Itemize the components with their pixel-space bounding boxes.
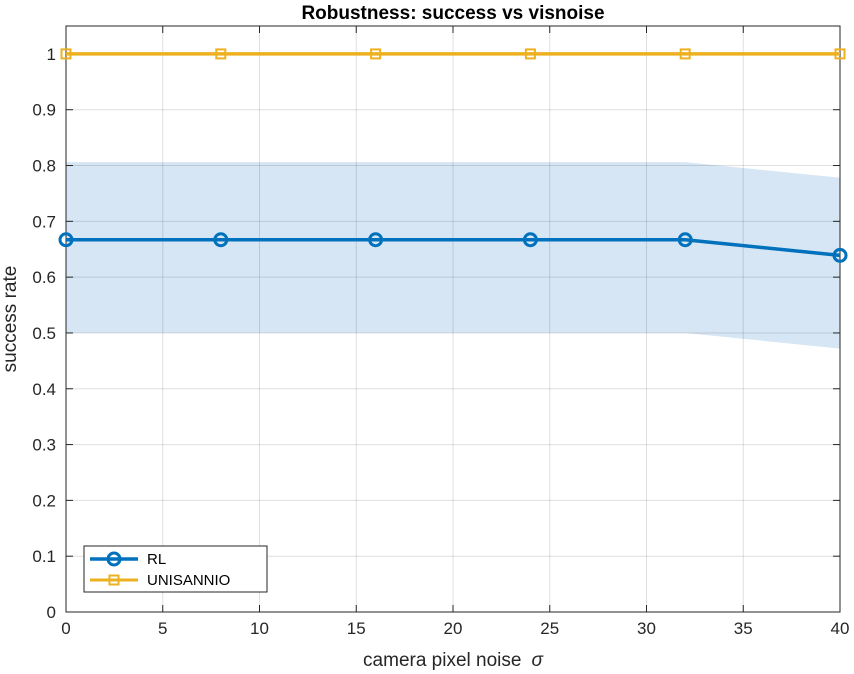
y-tick-label: 0.4 xyxy=(32,380,56,399)
series-layer xyxy=(58,48,848,263)
y-tick-label: 0.3 xyxy=(32,436,56,455)
data-point-rl xyxy=(832,247,848,263)
x-axis-label-text: camera pixel noise xyxy=(363,650,521,671)
y-tick-label: 0 xyxy=(47,603,56,622)
confidence-band-layer xyxy=(66,162,840,349)
y-tick-label: 0.7 xyxy=(32,212,56,231)
data-point-unisannio xyxy=(215,48,227,60)
x-tick-label: 30 xyxy=(637,619,656,638)
data-point-unisannio xyxy=(370,48,382,60)
x-axis-label: camera pixel noise σ xyxy=(363,650,544,671)
y-tick-label: 0.9 xyxy=(32,101,56,120)
chart-title: Robustness: success vs visnoise xyxy=(301,3,604,24)
legend-marker-rl xyxy=(106,551,122,567)
x-tick-label: 35 xyxy=(734,619,753,638)
data-point-unisannio xyxy=(679,48,691,60)
confidence-band xyxy=(66,162,840,349)
data-point-unisannio xyxy=(834,48,846,60)
data-point-rl xyxy=(522,232,538,248)
x-axis-label-symbol: σ xyxy=(531,650,544,671)
data-point-rl xyxy=(368,232,384,248)
y-tick-label: 0.2 xyxy=(32,491,56,510)
x-tick-label: 15 xyxy=(347,619,366,638)
series-unisannio xyxy=(60,48,846,60)
data-point-rl xyxy=(58,232,74,248)
series-rl xyxy=(58,232,848,263)
legend-label-unisannio: UNISANNIO xyxy=(147,572,230,589)
series-line-rl xyxy=(66,238,841,258)
data-point-unisannio xyxy=(524,48,536,60)
y-tick-label: 0.6 xyxy=(32,268,56,287)
x-tick-label: 40 xyxy=(831,619,850,638)
data-point-rl xyxy=(677,232,693,248)
x-tick-label: 0 xyxy=(61,619,70,638)
x-tick-label: 25 xyxy=(540,619,559,638)
x-tick-label: 10 xyxy=(250,619,269,638)
y-axis-label: success rate xyxy=(0,266,21,373)
legend-marker-unisannio xyxy=(108,574,120,586)
y-tick-label: 1 xyxy=(47,45,56,64)
y-tick-label: 0.5 xyxy=(32,324,56,343)
x-tick-label: 5 xyxy=(158,619,167,638)
y-tick-label: 0.1 xyxy=(32,547,56,566)
legend: RL UNISANNIO xyxy=(83,545,268,593)
x-tick-label: 20 xyxy=(444,619,463,638)
y-tick-label: 0.8 xyxy=(32,157,56,176)
data-point-unisannio xyxy=(60,48,72,60)
data-point-rl xyxy=(213,232,229,248)
legend-label-rl: RL xyxy=(147,551,166,568)
axis-ticks: 0 5 10 15 20 25 30 35 40 0 0.1 0.2 0.3 0.4 0.5 0.6 0.7 0.… xyxy=(32,26,849,638)
